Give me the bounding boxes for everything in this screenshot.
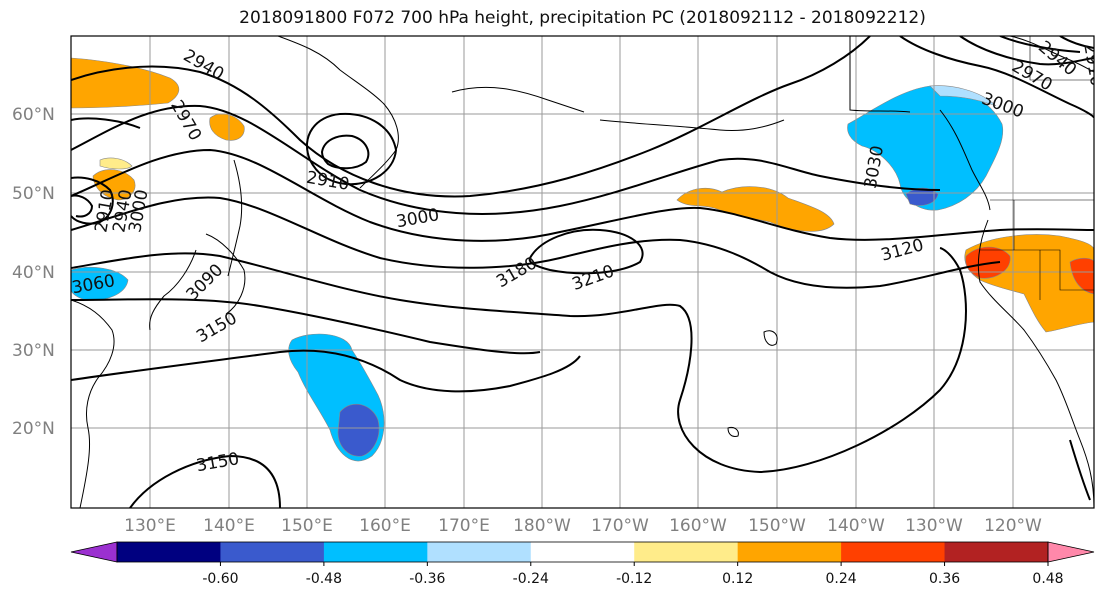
coastlines	[71, 36, 1094, 508]
lon-label: 160°E	[359, 516, 411, 536]
lon-label: 130°W	[905, 516, 963, 536]
colorbar-segment	[117, 542, 221, 562]
colorbar-segment	[427, 542, 532, 562]
map-frame	[70, 35, 1095, 509]
lon-label: 140°W	[827, 516, 885, 536]
lat-label: 40°N	[12, 263, 55, 283]
colorbar-frame	[116, 541, 1049, 563]
latitude-labels: 60°N 50°N 40°N 30°N 20°N	[12, 105, 55, 439]
height-contours	[71, 36, 1094, 508]
lon-label: 120°W	[984, 516, 1042, 536]
lon-label: 170°W	[591, 516, 649, 536]
colorbar-segment	[944, 542, 1049, 562]
colorbar-segment	[841, 542, 946, 562]
lon-label: 180°W	[513, 516, 571, 536]
colorbar-extend-low	[70, 541, 118, 563]
colorbar-tick-label: 0.36	[929, 571, 960, 587]
lon-label: 140°E	[203, 516, 255, 536]
colorbar-segment	[220, 542, 325, 562]
colorbar-segment	[634, 542, 739, 562]
colorbar-segment	[530, 542, 635, 562]
graticule	[71, 36, 1094, 508]
colorbar-tick-label: -0.36	[409, 571, 445, 587]
colorbar-segment	[323, 542, 428, 562]
map-title: 2018091800 F072 700 hPa height, precipit…	[239, 8, 926, 28]
lat-label: 30°N	[12, 341, 55, 361]
lon-label: 130°E	[124, 516, 176, 536]
colorbar-tick-label: -0.60	[202, 571, 238, 587]
colorbar-tick-label: -0.24	[513, 571, 549, 587]
lat-label: 50°N	[12, 184, 55, 204]
longitude-labels: 130°E 140°E 150°E 160°E 170°E 180°W 170°…	[124, 516, 1042, 536]
colorbar-segment	[737, 542, 842, 562]
colorbar-tick-label: 0.48	[1032, 571, 1063, 587]
colorbar-tick-label: -0.12	[616, 571, 652, 587]
colorbar-tick-label: 0.24	[826, 571, 857, 587]
colorbar: -0.60 -0.48 -0.36 -0.24 -0.12 0.12 0.24 0.36 0.4…	[70, 541, 1095, 587]
lon-label: 150°W	[748, 516, 806, 536]
lat-label: 20°N	[12, 419, 55, 439]
precip-shading	[71, 57, 1094, 462]
lon-label: 160°W	[669, 516, 727, 536]
borders	[980, 36, 1094, 300]
lon-label: 170°E	[438, 516, 490, 536]
lon-label: 150°E	[281, 516, 333, 536]
colorbar-tick-label: -0.48	[306, 571, 342, 587]
colorbar-extend-high	[1047, 541, 1095, 563]
lat-label: 60°N	[12, 105, 55, 125]
colorbar-tick-label: 0.12	[722, 571, 753, 587]
